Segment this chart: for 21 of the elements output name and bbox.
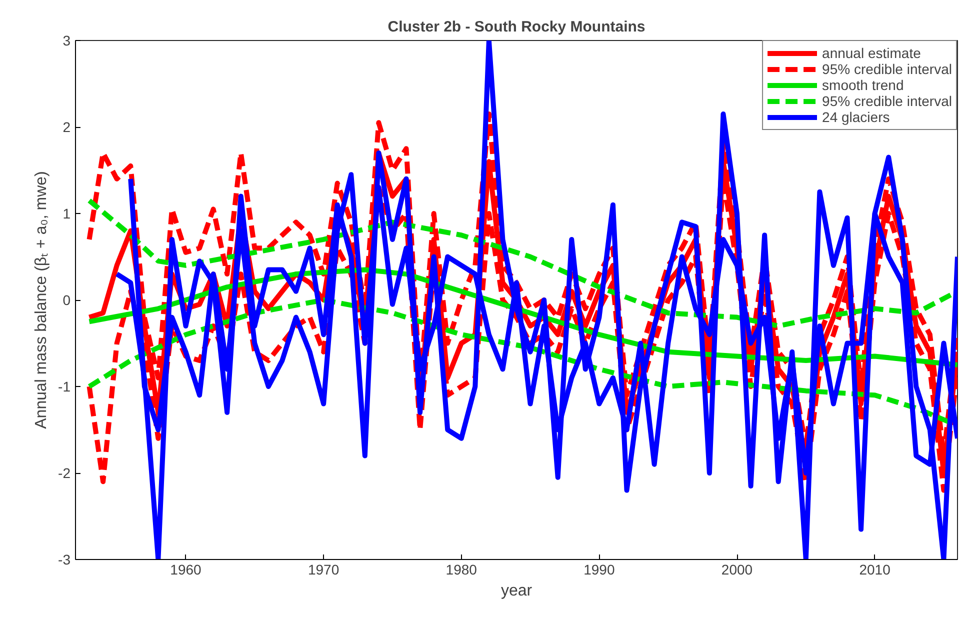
x-axis-title: year	[500, 582, 533, 600]
y-tick-label: 2	[62, 119, 71, 135]
legend-label: smooth trend	[822, 77, 904, 93]
x-tick-label: 2000	[721, 562, 753, 578]
legend-label: annual estimate	[822, 45, 921, 61]
y-tick-label: -2	[58, 465, 71, 481]
x-tick-label: 1980	[446, 562, 478, 578]
y-axis-title: Annual mass balance (βₜ + a₀, mwe)	[33, 171, 50, 429]
x-tick-label: 1970	[308, 562, 340, 578]
x-tick-label: 1960	[170, 562, 202, 578]
legend-label: 24 glaciers	[822, 109, 890, 125]
legend-label: 95% credible interval	[822, 93, 952, 109]
y-tick-label: 0	[62, 292, 71, 308]
chart-title: Cluster 2b - South Rocky Mountains	[388, 18, 646, 36]
y-tick-label: -1	[58, 378, 71, 394]
x-tick-label: 1990	[584, 562, 615, 578]
y-tick-label: -3	[58, 552, 71, 568]
y-tick-label: 3	[62, 32, 71, 48]
y-tick-label: 1	[62, 206, 71, 222]
legend-label: 95% credible interval	[822, 61, 952, 77]
x-tick-label: 2010	[859, 562, 891, 578]
